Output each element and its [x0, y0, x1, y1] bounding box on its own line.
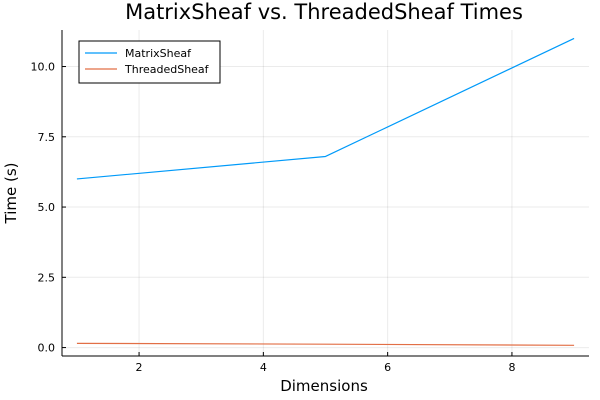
y-tick-label: 5.0 [38, 201, 56, 214]
series-lines [76, 37, 575, 346]
y-axis-label: Time (s) [2, 163, 20, 225]
y-tick-label: 10.0 [31, 61, 56, 74]
legend-label: MatrixSheaf [125, 47, 192, 60]
y-tick-label: 0.0 [38, 342, 56, 355]
x-tick-label: 4 [260, 361, 267, 374]
y-tick-label: 7.5 [38, 131, 56, 144]
legend-label: ThreadedSheaf [124, 63, 210, 76]
y-tick-label: 2.5 [38, 271, 56, 284]
x-axis-label: Dimensions [280, 377, 368, 395]
x-tick-label: 2 [136, 361, 143, 374]
x-tick-label: 8 [508, 361, 515, 374]
axes [61, 30, 589, 357]
y-ticks: 0.0 2.5 5.0 7.5 10.0 [31, 61, 66, 355]
x-ticks: 2 4 6 8 [136, 352, 515, 374]
legend-box [78, 40, 221, 84]
series-line-threadedsheaf [76, 342, 575, 346]
chart-title: MatrixSheaf vs. ThreadedSheaf Times [125, 0, 523, 24]
legend: MatrixSheaf ThreadedSheaf [78, 40, 221, 84]
series-line-matrixsheaf [76, 37, 575, 180]
grid-lines [62, 30, 589, 356]
x-tick-label: 6 [384, 361, 391, 374]
